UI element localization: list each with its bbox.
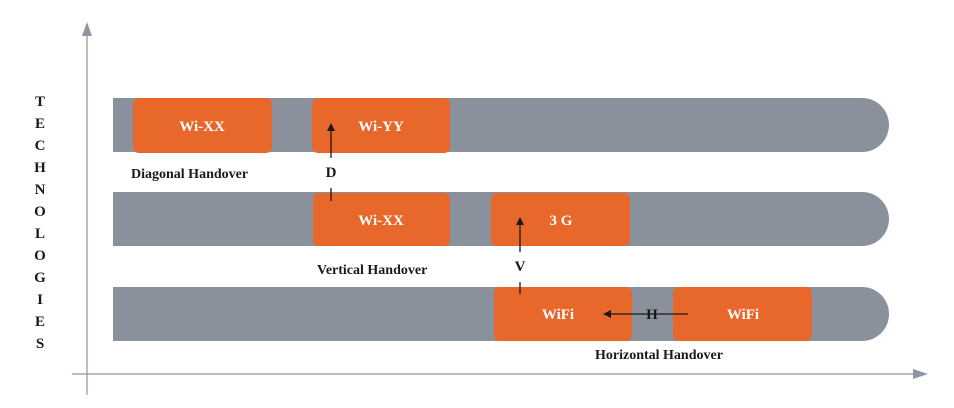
y-axis-letter: O xyxy=(34,204,46,220)
y-axis-arrowhead xyxy=(82,22,92,36)
y-axis-letter: S xyxy=(36,336,44,352)
y-axis-letter: E xyxy=(35,314,45,330)
caption-diagonal-handover: Diagonal Handover xyxy=(131,167,248,182)
y-axis-letter: I xyxy=(37,292,43,308)
box-wi-xx-middle-label: Wi-XX xyxy=(358,213,404,229)
box-wifi-bottom-right-label: WiFi xyxy=(727,307,759,323)
arrow-d-label: D xyxy=(326,165,337,181)
box-3g-middle-label: 3 G xyxy=(550,213,573,229)
box-wi-xx-middle xyxy=(313,193,450,246)
box-3g-middle xyxy=(491,193,630,246)
box-wifi-bottom-left-label: WiFi xyxy=(542,307,574,323)
box-wi-xx-top xyxy=(133,98,272,153)
y-axis-letter: E xyxy=(35,116,45,132)
caption-vertical-handover: Vertical Handover xyxy=(317,263,427,278)
arrow-h-label: H xyxy=(646,307,658,323)
box-wi-yy-top xyxy=(312,98,450,153)
lane-top xyxy=(113,98,889,152)
y-axis-letter: T xyxy=(35,94,45,110)
box-wifi-bottom-left xyxy=(494,287,632,341)
y-axis-letter: L xyxy=(35,226,45,242)
y-axis-letter: O xyxy=(34,248,46,264)
y-axis-letter: H xyxy=(34,160,46,176)
arrow-v-label: V xyxy=(515,259,526,275)
box-wi-xx-top-label: Wi-XX xyxy=(179,119,225,135)
y-axis-letter: G xyxy=(34,270,46,286)
caption-horizontal-handover: Horizontal Handover xyxy=(595,348,723,363)
y-axis-label: T E C H N O L O G I E S xyxy=(34,94,46,352)
y-axis-letter: N xyxy=(35,182,46,198)
x-axis-arrowhead xyxy=(913,369,928,379)
box-wi-yy-top-label: Wi-YY xyxy=(358,119,404,135)
box-wifi-bottom-right xyxy=(673,287,812,341)
y-axis-letter: C xyxy=(35,138,46,154)
